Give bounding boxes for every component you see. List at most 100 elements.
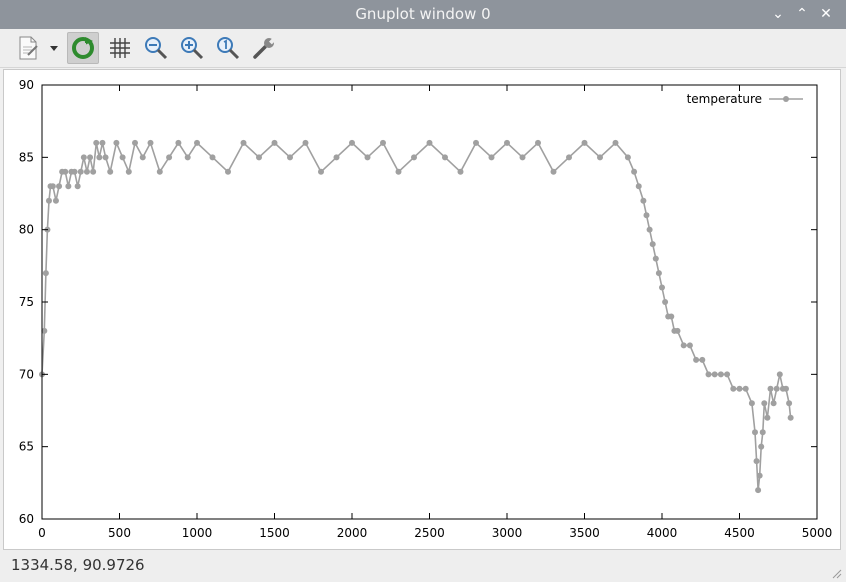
x-tick-label: 2000 <box>337 526 368 540</box>
data-point <box>113 139 120 146</box>
data-point <box>457 168 464 175</box>
settings-wrench-icon <box>253 37 277 59</box>
data-point <box>730 385 737 392</box>
data-point <box>45 197 52 204</box>
data-point <box>711 371 718 378</box>
data-point <box>364 154 371 161</box>
copy-to-clipboard-button[interactable] <box>12 32 44 64</box>
data-point <box>93 139 100 146</box>
maximize-button[interactable]: ⌃ <box>791 3 813 25</box>
data-point <box>655 270 662 277</box>
data-point <box>755 487 762 494</box>
zoom-out-icon <box>145 37 168 60</box>
data-point <box>756 472 763 479</box>
copy-to-clipboard-icon <box>19 36 38 60</box>
data-point <box>761 400 768 407</box>
data-point <box>612 139 619 146</box>
legend: temperature <box>687 92 803 106</box>
legend-label: temperature <box>687 92 762 106</box>
data-point <box>287 154 293 161</box>
data-point <box>380 139 386 146</box>
data-point <box>209 154 216 161</box>
data-point <box>56 183 63 190</box>
data-point <box>759 429 766 436</box>
dropdown-arrow-icon <box>50 46 58 51</box>
y-tick-label: 85 <box>19 150 34 164</box>
data-point <box>773 385 780 392</box>
data-point <box>333 154 340 161</box>
data-point <box>652 255 659 262</box>
y-tick-label: 75 <box>19 295 34 309</box>
x-tick-label: 5000 <box>802 526 833 540</box>
data-point <box>717 371 724 378</box>
data-point <box>783 385 789 392</box>
data-point <box>705 371 712 378</box>
x-tick-label: 3500 <box>569 526 600 540</box>
data-point <box>77 168 84 175</box>
data-point <box>752 429 758 436</box>
data-point <box>550 168 557 175</box>
data-point <box>758 443 765 450</box>
data-point <box>42 270 49 277</box>
data-point <box>442 154 448 161</box>
data-point <box>519 154 526 161</box>
x-tick-label: 4000 <box>647 526 678 540</box>
x-tick-label: 1000 <box>182 526 213 540</box>
data-point <box>662 299 669 305</box>
zoom-reset-button[interactable] <box>212 32 244 64</box>
data-point <box>147 139 154 146</box>
y-tick-label: 90 <box>19 78 34 92</box>
data-point <box>635 183 642 190</box>
x-tick-label: 0 <box>38 526 46 540</box>
data-point <box>184 154 191 161</box>
data-point <box>102 154 109 161</box>
mouse-coordinates: 1334.58, 90.9726 <box>11 556 145 574</box>
data-point <box>504 139 510 146</box>
data-point <box>156 168 163 175</box>
data-point <box>175 139 182 146</box>
grid-button[interactable] <box>104 32 136 64</box>
plot-area[interactable]: 0 500 1000 1500 2000 2500 3000 3500 4000 4500 5000… <box>3 69 841 550</box>
data-point <box>770 400 777 407</box>
data-point <box>80 154 87 161</box>
data-point <box>426 139 433 146</box>
data-point <box>225 168 231 175</box>
replot-button[interactable] <box>67 32 99 64</box>
data-point <box>649 241 656 248</box>
toolbar <box>0 29 846 68</box>
data-point <box>41 327 48 334</box>
x-tick-label: 1500 <box>259 526 290 540</box>
settings-button[interactable] <box>248 32 280 64</box>
data-point <box>680 342 687 349</box>
x-tick-label: 500 <box>108 526 131 540</box>
data-point <box>640 197 647 204</box>
data-point <box>271 139 278 146</box>
data-point <box>776 371 783 378</box>
data-point <box>535 139 541 146</box>
data-point <box>65 183 72 190</box>
close-button[interactable]: ✕ <box>815 3 837 25</box>
data-point <box>52 197 59 204</box>
data-point <box>166 154 173 161</box>
axis-frame <box>41 84 818 520</box>
zoom-out-button[interactable] <box>140 32 172 64</box>
resize-grip-icon[interactable] <box>830 567 842 579</box>
copy-options-dropdown[interactable] <box>44 32 64 64</box>
data-point <box>96 154 103 161</box>
maximize-icon: ⌃ <box>796 6 808 22</box>
data-point <box>693 356 700 363</box>
data-point <box>107 168 114 175</box>
status-bar: 1334.58, 90.9726 <box>0 550 846 582</box>
minimize-button[interactable]: ⌄ <box>767 3 789 25</box>
zoom-in-button[interactable] <box>176 32 208 64</box>
series-line-temperature <box>41 140 792 491</box>
data-point <box>488 154 495 161</box>
data-point <box>240 139 247 146</box>
replot-icon <box>72 37 94 59</box>
data-point <box>659 284 665 291</box>
x-tick-label: 4500 <box>724 526 755 540</box>
data-point <box>566 154 572 161</box>
data-point <box>643 212 650 219</box>
data-point <box>74 183 81 190</box>
close-icon: ✕ <box>820 6 832 22</box>
